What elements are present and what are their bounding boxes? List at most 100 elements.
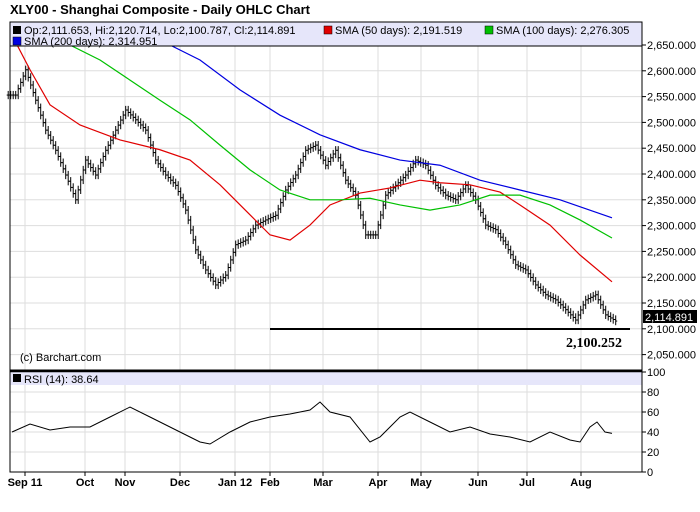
ohlc-bar [496, 225, 500, 238]
month-label: Jul [519, 477, 535, 489]
ohlc-bar [39, 103, 43, 120]
ohlc-bar [186, 205, 190, 225]
ohlc-bar [21, 71, 25, 87]
ohlc-bar [589, 293, 593, 303]
copyright: (c) Barchart.com [20, 352, 101, 364]
ohlc-bar [294, 170, 298, 183]
ohlc-bar [471, 188, 475, 201]
ohlc-bar [354, 187, 358, 200]
ohlc-bar [96, 164, 100, 180]
ohlc-bar [491, 223, 495, 233]
ohlc-bar [344, 168, 348, 185]
ohlc-bar [51, 136, 55, 150]
ohlc-bar [321, 151, 325, 165]
ohlc-bar [86, 155, 90, 168]
ohlc-bar [231, 248, 235, 265]
ohlc-bar [211, 273, 215, 286]
ohlc-bar [94, 167, 98, 180]
ohlc-bar [349, 179, 353, 192]
rsi-tick-label: 60 [647, 407, 659, 419]
ohlc-bar [329, 153, 333, 166]
ohlc-legend-swatch [13, 26, 21, 34]
ohlc-bar [479, 201, 483, 217]
ohlc-bar [536, 280, 540, 292]
ohlc-bar [251, 224, 255, 237]
ohlc-bar [66, 170, 70, 186]
ohlc-bar [116, 120, 120, 135]
ohlc-bar [131, 110, 135, 122]
ohlc-bar [89, 159, 93, 172]
ohlc-bar [451, 193, 455, 203]
ohlc-bar [396, 178, 400, 190]
ohlc-bar [276, 204, 280, 220]
ohlc-bar [279, 198, 283, 214]
price-tick-label: 2,600.000 [647, 66, 696, 78]
price-tick-label: 2,100.000 [647, 324, 696, 336]
ohlc-bar [44, 118, 48, 135]
ohlc-bar [249, 228, 253, 241]
ohlc-bar [516, 260, 520, 271]
rsi-legend-box [10, 372, 642, 385]
ohlc-bar [489, 222, 493, 232]
rsi-tick-label: 20 [647, 447, 659, 459]
ohlc-bar [429, 166, 433, 180]
price-tick-label: 2,550.000 [647, 92, 696, 104]
ohlc-bar [206, 265, 210, 278]
sma200-line [159, 36, 613, 219]
ohlc-bar [559, 298, 563, 309]
ohlc-bar [296, 164, 300, 180]
ohlc-bar [224, 271, 228, 282]
ohlc-bar [481, 208, 485, 223]
ohlc-bar [439, 183, 443, 195]
sma200-legend: SMA (200 days): 2,314.951 [24, 36, 157, 48]
ohlc-bar [364, 220, 368, 240]
ohlc-bar [229, 255, 233, 272]
ohlc-bar [311, 142, 315, 152]
ohlc-bar [101, 152, 105, 167]
ohlc-bar [521, 263, 525, 273]
ohlc-bar [49, 131, 53, 145]
ohlc-bar [609, 312, 613, 323]
ohlc-bar [476, 195, 480, 211]
ohlc-bar [221, 273, 225, 285]
ohlc-bar [324, 156, 328, 170]
ohlc-bar [544, 288, 548, 299]
rsi-line [11, 401, 613, 445]
ohlc-bar [509, 245, 513, 259]
price-tick-label: 2,150.000 [647, 298, 696, 310]
ohlc-bar [64, 164, 68, 180]
ohlc-bar [166, 170, 170, 182]
ohlc-bar [454, 194, 458, 204]
ohlc-bar [201, 255, 205, 270]
ohlc-bar [556, 295, 560, 307]
ohlc-bar [504, 236, 508, 249]
ohlc-bar [139, 118, 143, 130]
ohlc-bar [614, 315, 618, 326]
ohlc-bar [254, 220, 258, 233]
ohlc-bar [236, 239, 240, 249]
ohlc-bar [501, 233, 505, 246]
ohlc-bar [549, 291, 553, 302]
ohlc-bar [146, 126, 150, 142]
ohlc-bar [594, 290, 598, 301]
price-tick-label: 2,200.000 [647, 272, 696, 284]
ohlc-bar [181, 193, 185, 209]
ohlc-bar [534, 277, 538, 290]
ohlc-bar [584, 295, 588, 310]
ohlc-bar [461, 184, 465, 197]
ohlc-bar [606, 310, 610, 321]
ohlc-bar [136, 115, 140, 127]
ohlc-bar [441, 186, 445, 197]
ohlc-bar [196, 245, 200, 260]
ohlc-bar [564, 303, 568, 314]
ohlc-bar [381, 200, 385, 220]
sma100-legend: SMA (100 days): 2,276.305 [496, 25, 629, 37]
ohlc-bar [331, 149, 335, 162]
ohlc-bar [574, 313, 578, 325]
month-label: Mar [313, 477, 333, 489]
ohlc-bar [301, 152, 305, 167]
ohlc-bar [164, 167, 168, 180]
ohlc-bar [339, 153, 343, 170]
month-label: Jan 12 [218, 477, 252, 489]
ohlc-bar [464, 181, 468, 194]
